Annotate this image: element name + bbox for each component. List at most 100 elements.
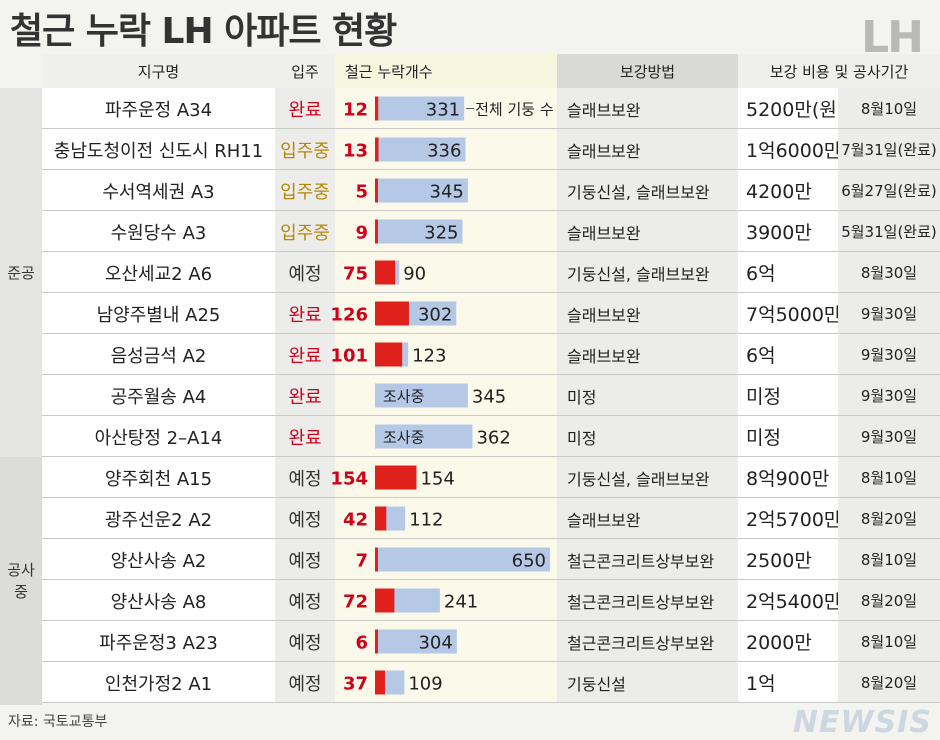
move-in-status: 예정 [275, 662, 335, 703]
district-name: 양산사송 A8 [42, 580, 275, 621]
total-columns-note: 전체 기둥 수 [475, 101, 554, 119]
total-column-bar [375, 219, 463, 244]
missing-rebar-bar [375, 96, 379, 121]
header-missing: 철근 누락개수 [335, 54, 557, 88]
district-name: 양주회천 A15 [42, 457, 275, 498]
district-name: 광주선운2 A2 [42, 498, 275, 539]
missing-rebar-bar [375, 260, 396, 285]
reinforce-method: 기둥신설, 슬래브보완 [557, 170, 738, 211]
total-count-label: 154 [420, 469, 454, 490]
reinforce-method: 미정 [557, 416, 738, 457]
total-column-bar [375, 96, 465, 121]
reinforce-cost: 1억 [738, 662, 838, 703]
district-name: 인천가정2 A1 [42, 662, 275, 703]
district-name: 수서역세권 A3 [42, 170, 275, 211]
construction-period: 8월20일 [838, 662, 940, 703]
total-count-label: 345 [430, 182, 464, 203]
row-divider [42, 128, 940, 129]
reinforce-cost: 2억5700만 [738, 498, 838, 539]
missing-count-label: 6 [355, 633, 368, 654]
total-count-label: 325 [424, 223, 458, 244]
construction-period: 6월27일(완료) [838, 170, 940, 211]
reinforce-method: 슬래브보완 [557, 211, 738, 252]
row-divider [42, 333, 940, 334]
missing-rebar-chart: 12 331 전체 기둥 수 13 336 5 345 9 325 75 90 126 302 101 12… [330, 96, 554, 695]
row-divider [42, 292, 940, 293]
reinforce-method: 기둥신설 [557, 662, 738, 703]
missing-rebar-bar [375, 670, 385, 695]
reinforce-method: 슬래브보완 [557, 334, 738, 375]
missing-rebar-bar [375, 137, 379, 162]
missing-count-label: 126 [330, 305, 368, 326]
move-in-status: 예정 [275, 539, 335, 580]
row-divider [42, 661, 940, 662]
missing-rebar-bar [375, 465, 417, 490]
reinforce-method: 슬래브보완 [557, 293, 738, 334]
move-in-status: 입주중 [275, 129, 335, 170]
reinforce-method: 기둥신설, 슬래브보완 [557, 457, 738, 498]
construction-period: 9월30일 [838, 334, 940, 375]
district-name: 공주월송 A4 [42, 375, 275, 416]
reinforce-cost: 5200만(원) [738, 88, 838, 129]
district-name: 파주운정 A34 [42, 88, 275, 129]
missing-rebar-bar [375, 588, 395, 613]
row-divider [42, 169, 940, 170]
total-count-label: 345 [472, 387, 506, 408]
total-count-label: 331 [426, 100, 460, 121]
total-count-label: 90 [403, 264, 426, 285]
missing-bar-cell [335, 662, 557, 703]
row-divider [42, 456, 940, 457]
reinforce-cost: 1억6000만 [738, 129, 838, 170]
group-completed: 준공 [0, 88, 42, 457]
survey-in-progress-label: 조사중 [383, 429, 424, 447]
missing-count-label: 75 [343, 264, 368, 285]
data-table: 지구명 입주 철근 누락개수 보강방법 보강 비용 및 공사기간 준공 공사 중… [0, 54, 940, 705]
move-in-status: 완료 [275, 293, 335, 334]
reinforce-cost: 미정 [738, 375, 838, 416]
missing-rebar-bar [375, 629, 378, 654]
construction-period: 5월31일(완료) [838, 211, 940, 252]
reinforce-method: 철근콘크리트상부보완 [557, 539, 738, 580]
row-divider [42, 251, 940, 252]
missing-count-label: 37 [343, 674, 368, 695]
move-in-status: 예정 [275, 457, 335, 498]
move-in-status: 완료 [275, 334, 335, 375]
construction-period: 8월10일 [838, 88, 940, 129]
reinforce-method: 기둥신설, 슬래브보완 [557, 252, 738, 293]
total-column-bar [375, 137, 466, 162]
total-count-label: 650 [512, 551, 546, 572]
newsis-watermark: NEWSIS [792, 705, 932, 740]
reinforce-cost: 3900만 [738, 211, 838, 252]
total-count-label: 302 [418, 305, 452, 326]
row-divider [42, 538, 940, 539]
total-count-label: 336 [427, 141, 461, 162]
district-name: 남양주별내 A25 [42, 293, 275, 334]
construction-period: 8월10일 [838, 457, 940, 498]
header-cost-period: 보강 비용 및 공사기간 [738, 54, 940, 88]
total-count-label: 112 [409, 510, 443, 531]
header-move-in: 입주 [275, 54, 335, 88]
missing-rebar-bar [375, 219, 378, 244]
reinforce-method: 미정 [557, 375, 738, 416]
district-name: 양산사송 A2 [42, 539, 275, 580]
missing-rebar-bar [375, 342, 403, 367]
missing-rebar-bar [375, 506, 387, 531]
reinforce-cost: 2000만 [738, 621, 838, 662]
missing-rebar-bar [375, 301, 409, 326]
reinforce-method: 철근콘크리트상부보완 [557, 580, 738, 621]
missing-bar-cell [335, 334, 557, 375]
total-column-bar [375, 547, 550, 572]
move-in-status: 입주중 [275, 211, 335, 252]
row-divider [42, 702, 940, 703]
district-name: 아산탕정 2–A14 [42, 416, 275, 457]
move-in-status: 완료 [275, 88, 335, 129]
total-column-bar [375, 178, 468, 203]
reinforce-method: 슬래브보완 [557, 129, 738, 170]
header-district: 지구명 [42, 54, 275, 88]
construction-period: 8월30일 [838, 252, 940, 293]
total-column-bar [375, 424, 473, 449]
district-name: 음성금석 A2 [42, 334, 275, 375]
reinforce-cost: 8억900만 [738, 457, 838, 498]
survey-in-progress-label: 조사중 [383, 388, 424, 406]
move-in-status: 예정 [275, 252, 335, 293]
